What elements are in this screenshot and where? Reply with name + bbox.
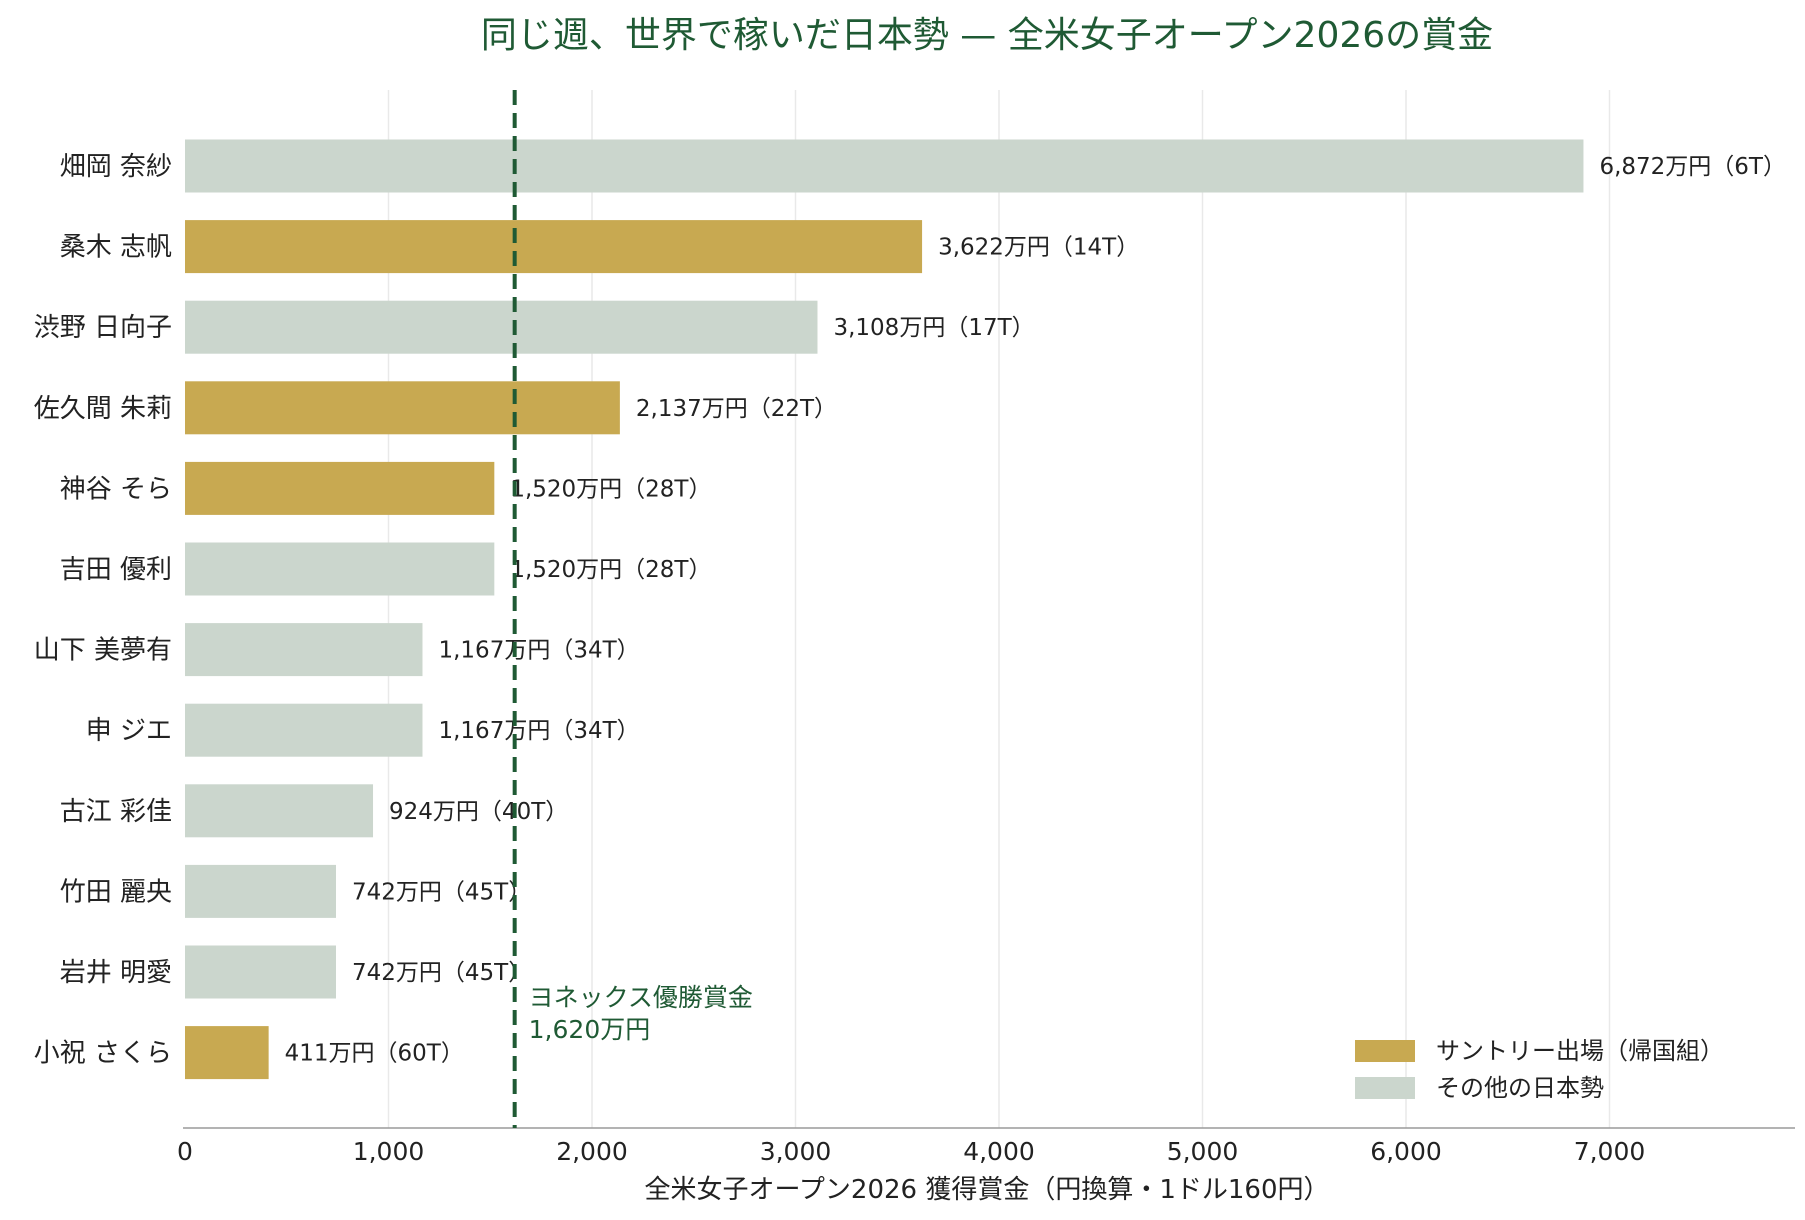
bar bbox=[185, 381, 620, 435]
category-label: 神谷 そら bbox=[60, 474, 172, 504]
category-label: 佐久間 朱莉 bbox=[34, 394, 172, 424]
value-label: 411万円（60T） bbox=[285, 1041, 464, 1067]
value-label: 2,137万円（22T） bbox=[636, 396, 837, 422]
value-label: 924万円（40T） bbox=[389, 799, 568, 825]
bar bbox=[185, 1026, 269, 1080]
value-label: 1,167万円（34T） bbox=[438, 718, 639, 744]
category-label: 岩井 明愛 bbox=[60, 958, 172, 988]
bar bbox=[185, 864, 336, 918]
category-label: 古江 彩佳 bbox=[60, 797, 172, 827]
category-label: 竹田 麗央 bbox=[60, 877, 172, 907]
bar bbox=[185, 945, 336, 999]
value-label: 6,872万円（6T） bbox=[1599, 154, 1786, 180]
value-labels: 6,872万円（6T） 3,622万円（14T） 3,108万円（17T） 2,137… bbox=[285, 154, 1786, 1067]
bars bbox=[185, 139, 1584, 1080]
bar bbox=[185, 784, 374, 838]
x-tick-label: 6,000 bbox=[1370, 1137, 1442, 1166]
category-label: 吉田 優利 bbox=[60, 555, 172, 585]
bar bbox=[185, 542, 495, 596]
category-label: 渋野 日向子 bbox=[34, 313, 172, 343]
category-label: 申 ジエ bbox=[86, 716, 172, 746]
value-label: 3,108万円（17T） bbox=[833, 315, 1034, 341]
bar bbox=[185, 703, 423, 757]
x-axis-title: 全米女子オープン2026 獲得賞金（円換算・1ドル160円） bbox=[644, 1175, 1329, 1205]
legend-swatch bbox=[1355, 1077, 1415, 1099]
value-label: 742万円（45T） bbox=[352, 960, 531, 986]
x-tick-label: 2,000 bbox=[556, 1137, 628, 1166]
legend-swatch bbox=[1355, 1040, 1415, 1062]
legend-label: その他の日本勢 bbox=[1436, 1074, 1604, 1102]
category-label: 桑木 志帆 bbox=[60, 233, 172, 263]
legend-label: サントリー出場（帰国組） bbox=[1436, 1037, 1724, 1065]
x-tick-label: 3,000 bbox=[760, 1137, 832, 1166]
x-tick-label: 5,000 bbox=[1167, 1137, 1239, 1166]
reference-label: ヨネックス優勝賞金 bbox=[529, 983, 753, 1012]
bar bbox=[185, 300, 818, 354]
bar bbox=[185, 623, 423, 677]
chart-title: 同じ週、世界で稼いだ日本勢 — 全米女子オープン2026の賞金 bbox=[481, 15, 1493, 56]
value-label: 1,167万円（34T） bbox=[438, 638, 639, 664]
bar bbox=[185, 220, 923, 274]
category-label: 山下 美夢有 bbox=[34, 636, 172, 666]
bar bbox=[185, 139, 1584, 193]
reference-value-label: 1,620万円 bbox=[529, 1015, 651, 1044]
x-tick-label: 4,000 bbox=[963, 1137, 1035, 1166]
legend: サントリー出場（帰国組） その他の日本勢 bbox=[1355, 1037, 1724, 1102]
category-label: 畑岡 奈紗 bbox=[60, 152, 172, 182]
value-label: 1,520万円（28T） bbox=[510, 557, 711, 583]
x-tick-label: 1,000 bbox=[353, 1137, 425, 1166]
bar bbox=[185, 461, 495, 515]
value-label: 3,622万円（14T） bbox=[938, 235, 1139, 261]
category-label: 小祝 さくら bbox=[34, 1039, 172, 1069]
x-tick-label: 0 bbox=[177, 1137, 193, 1166]
x-tick-labels: 0 1,000 2,000 3,000 4,000 5,000 6,000 7,000 bbox=[177, 1137, 1645, 1166]
value-label: 742万円（45T） bbox=[352, 879, 531, 905]
value-label: 1,520万円（28T） bbox=[510, 476, 711, 502]
x-tick-label: 7,000 bbox=[1574, 1137, 1646, 1166]
